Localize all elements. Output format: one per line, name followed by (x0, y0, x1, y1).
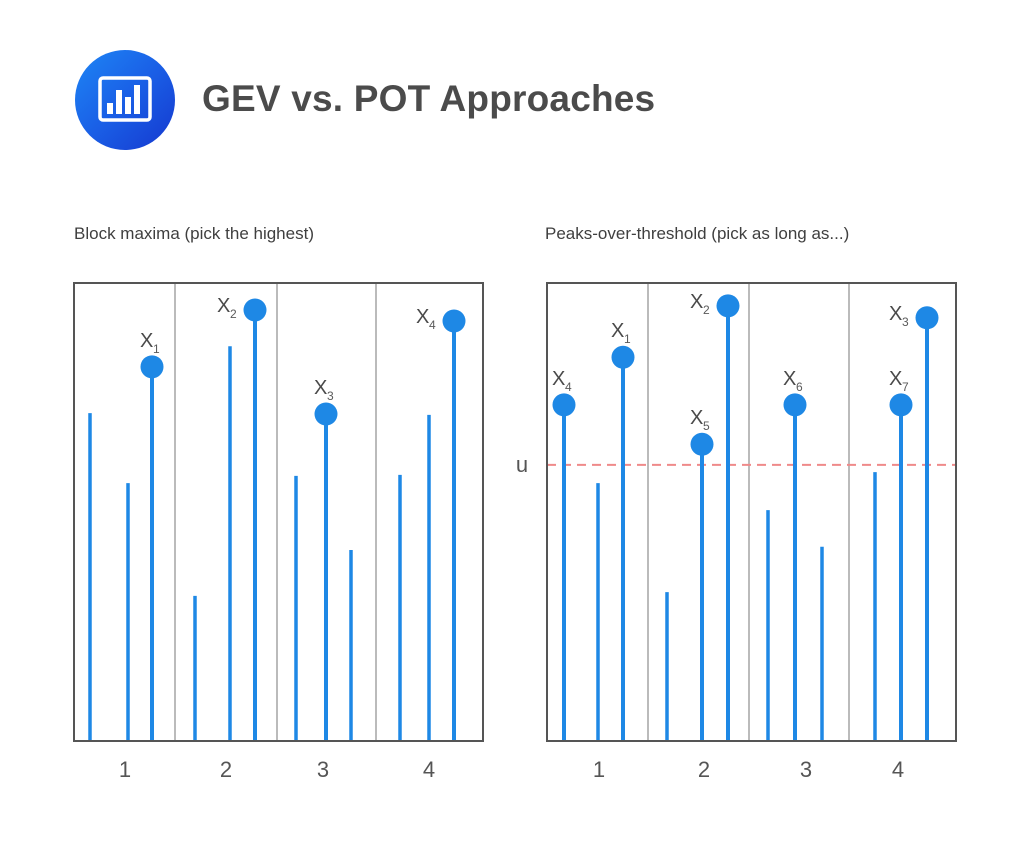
x-tick-label: 3 (317, 757, 329, 782)
x-tick-label: 2 (220, 757, 232, 782)
selected-point-marker (140, 355, 164, 379)
selected-point-marker (716, 294, 740, 318)
point-label-subscript: 1 (153, 342, 160, 356)
point-label: X (552, 368, 565, 390)
point-label: X (314, 377, 327, 399)
point-label: X (690, 291, 703, 313)
point-label-subscript: 1 (624, 332, 631, 346)
point-label-subscript: 3 (327, 389, 334, 403)
point-label: X (690, 407, 703, 429)
selected-point-marker (552, 393, 576, 417)
selected-point-marker (442, 309, 466, 333)
selected-point-marker (915, 306, 939, 330)
point-label-subscript: 2 (230, 307, 237, 321)
x-tick-label: 1 (119, 757, 131, 782)
selected-point-marker (889, 393, 913, 417)
left-chart-title: Block maxima (pick the highest) (74, 224, 314, 243)
point-label-subscript: 7 (902, 380, 909, 394)
point-label: X (889, 368, 902, 390)
point-label: X (416, 306, 429, 328)
bar-chart-icon (98, 76, 152, 122)
logo-badge (75, 50, 175, 150)
point-label: X (889, 303, 902, 325)
selected-point-marker (314, 402, 338, 426)
x-tick-label: 2 (698, 757, 710, 782)
x-tick-label: 4 (892, 757, 904, 782)
selected-point-marker (243, 298, 267, 322)
page-title: GEV vs. POT Approaches (202, 78, 656, 119)
threshold-label: u (516, 452, 528, 477)
point-label: X (783, 368, 796, 390)
point-label: X (217, 295, 230, 317)
selected-point-marker (611, 345, 635, 369)
chart-frame (546, 282, 957, 742)
point-label: X (140, 330, 153, 352)
point-label: X (611, 320, 624, 342)
point-label-subscript: 6 (796, 380, 803, 394)
x-tick-label: 3 (800, 757, 812, 782)
point-label-subscript: 5 (703, 419, 710, 433)
right-chart-title: Peaks-over-threshold (pick as long as...… (545, 224, 850, 243)
x-tick-label: 1 (593, 757, 605, 782)
point-label-subscript: 3 (902, 315, 909, 329)
selected-point-marker (783, 393, 807, 417)
selected-point-marker (690, 432, 714, 456)
chart-frame (73, 282, 484, 742)
x-tick-label: 4 (423, 757, 435, 782)
point-label-subscript: 4 (565, 380, 572, 394)
point-label-subscript: 4 (429, 318, 436, 332)
point-label-subscript: 2 (703, 303, 710, 317)
